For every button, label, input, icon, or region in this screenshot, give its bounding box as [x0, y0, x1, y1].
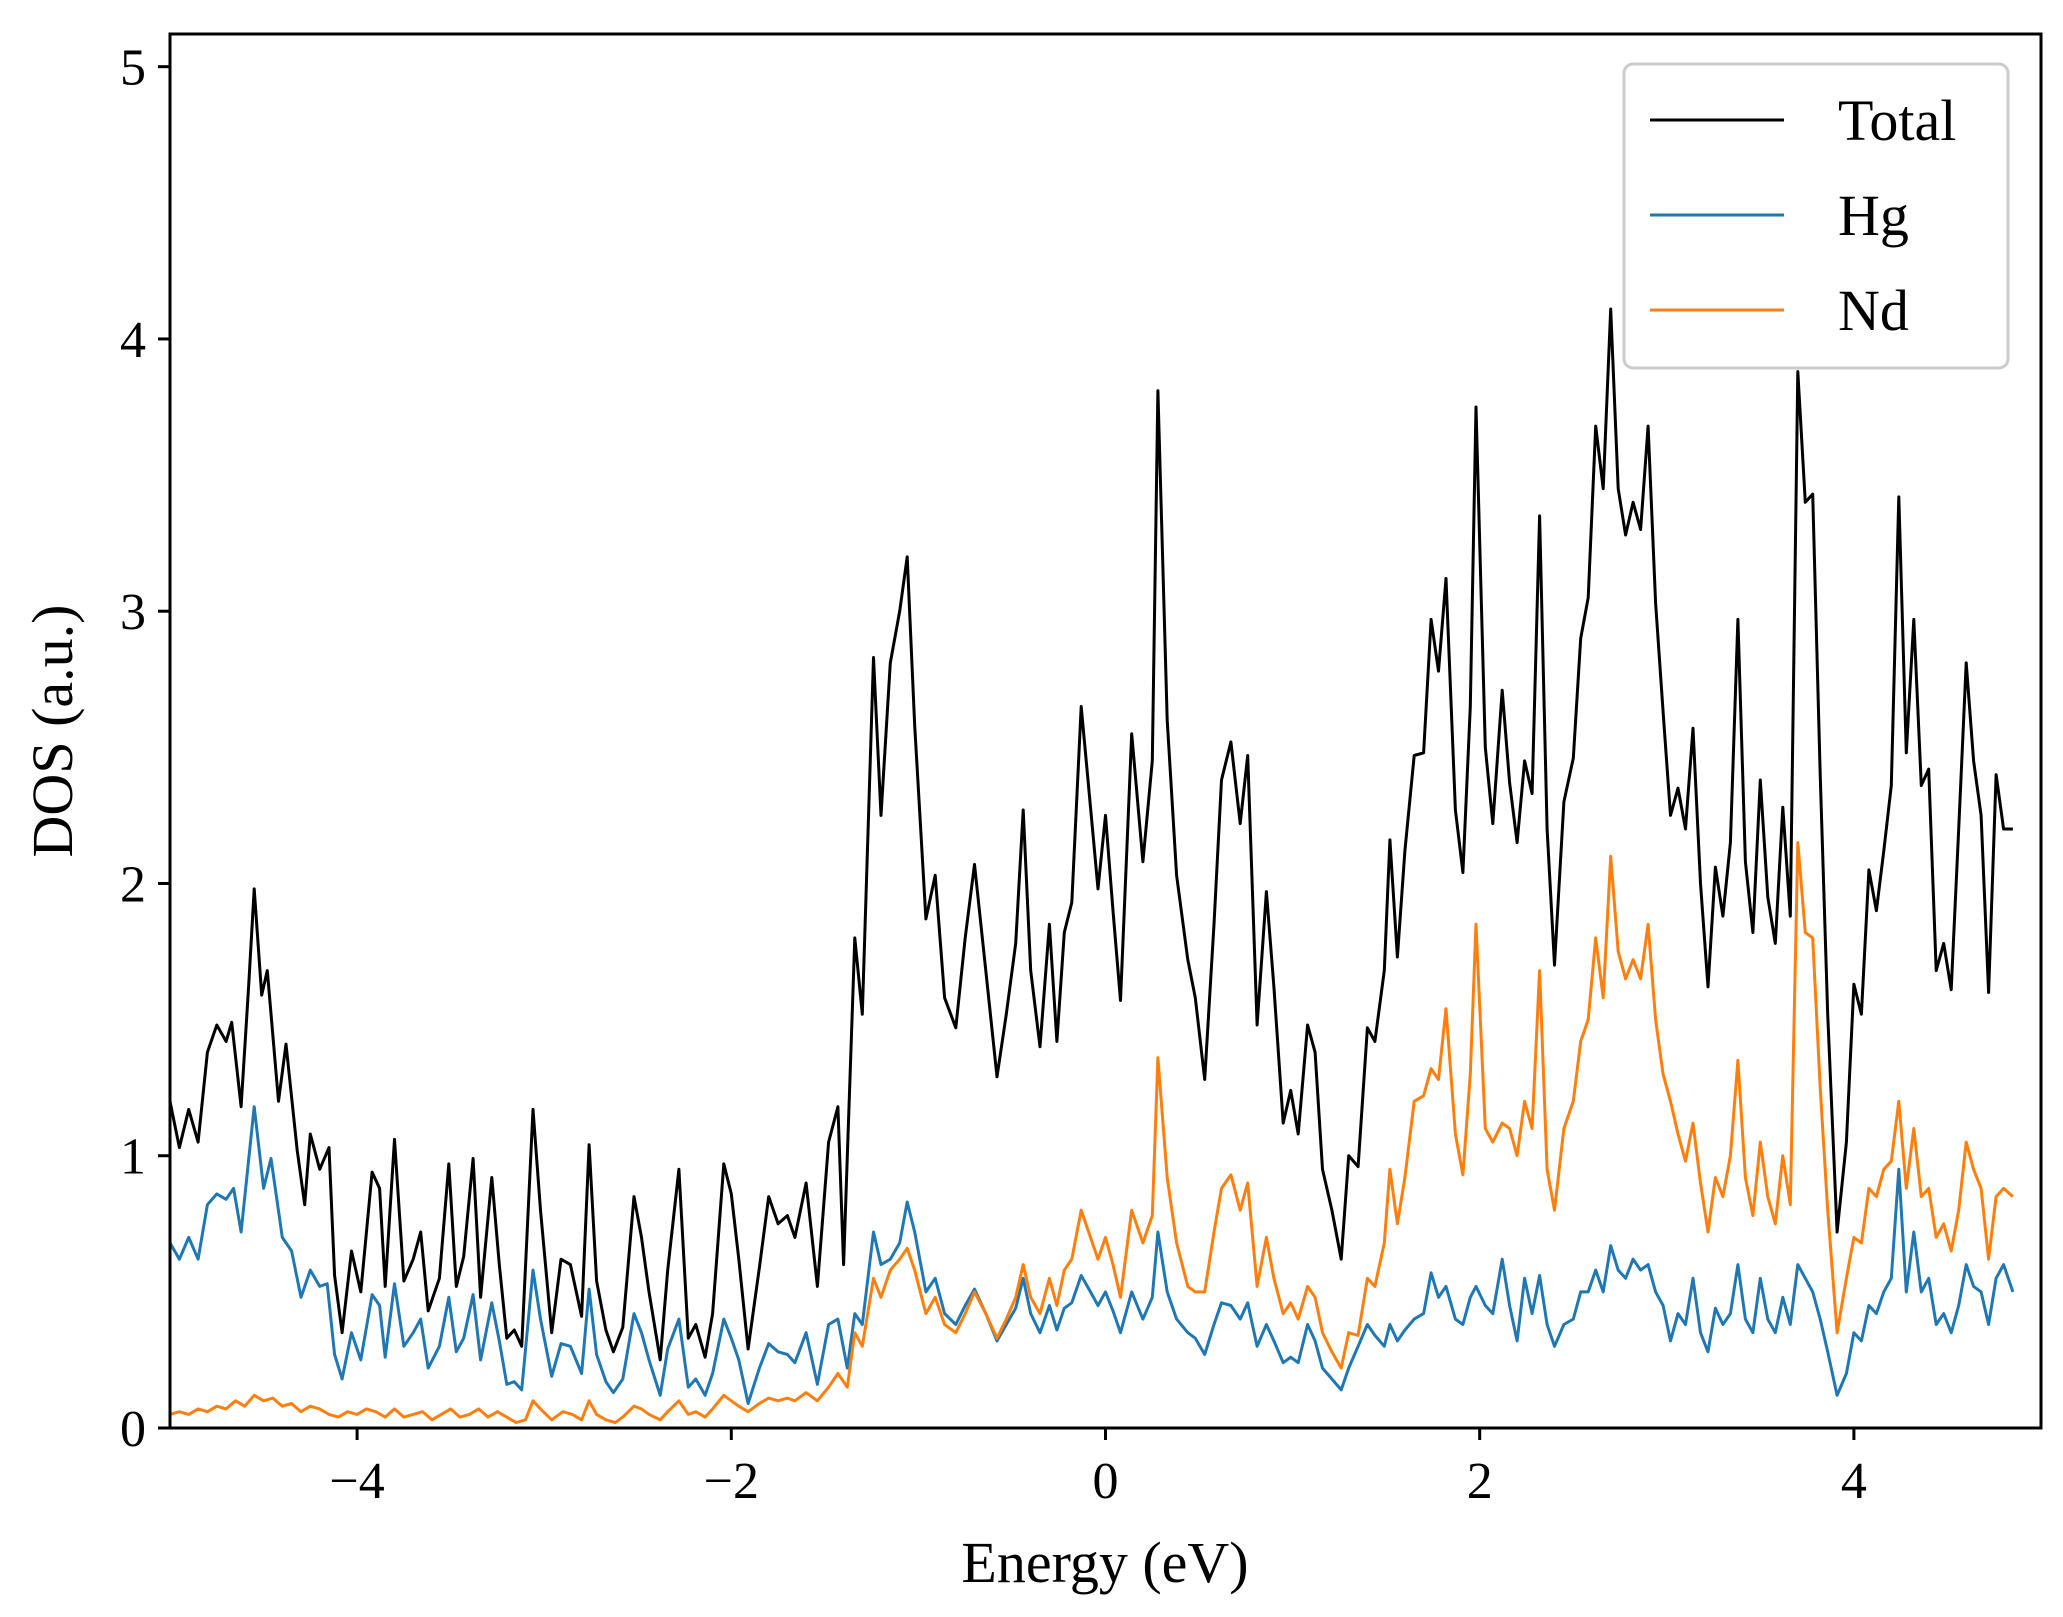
legend-frame: [1622, 62, 2010, 370]
legend-label-hg: Hg: [1838, 183, 1909, 248]
y-axis-title: DOS (a.u.): [20, 605, 85, 858]
x-tick-label: 4: [1841, 1453, 1867, 1510]
y-tick-label: 4: [120, 312, 146, 369]
legend-label-total: Total: [1838, 88, 1956, 153]
y-tick-label: 3: [120, 584, 146, 641]
legend: Total Hg Nd: [1622, 62, 2010, 370]
y-tick-label: 2: [120, 856, 146, 913]
x-tick-label: −4: [329, 1453, 384, 1510]
x-tick-label: 2: [1467, 1453, 1493, 1510]
series-layer: [170, 307, 2015, 1425]
x-tick-label: −2: [704, 1453, 759, 1510]
x-axis-title: Energy (eV): [961, 1530, 1248, 1595]
y-tick-label: 5: [120, 40, 146, 97]
series-line-total: [170, 307, 2013, 1362]
series-line-nd: [170, 841, 2014, 1425]
y-tick-label: 0: [120, 1401, 146, 1458]
series-line-hg: [170, 1105, 2015, 1405]
ticks-layer: −4 −2 0 2 4 0 1 2 3 4 5: [120, 40, 1867, 1510]
legend-label-nd: Nd: [1838, 278, 1909, 343]
x-tick-label: 0: [1093, 1453, 1119, 1510]
y-tick-label: 1: [120, 1129, 146, 1186]
